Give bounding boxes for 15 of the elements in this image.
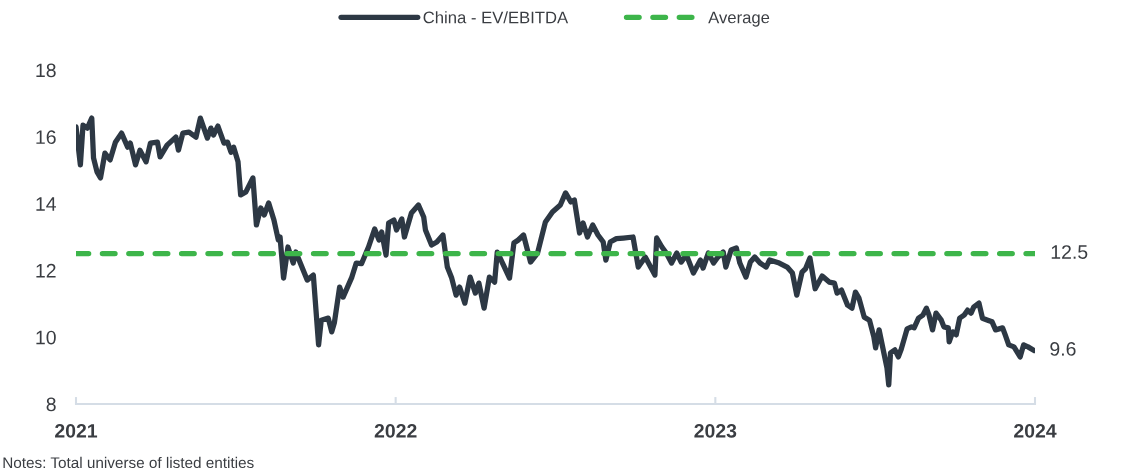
y-tick-label: 18 bbox=[36, 63, 56, 78]
annotation: 9.6 bbox=[1050, 342, 1076, 356]
y-tick-label: 10 bbox=[36, 330, 56, 345]
legend-label: China - EV/EBITDA bbox=[423, 11, 569, 24]
y-tick-label: 16 bbox=[36, 130, 56, 145]
y-tick-label: 8 bbox=[46, 397, 56, 412]
text: Notes: Total universe of listed entities bbox=[3, 456, 254, 469]
x-tick-label: 2022 bbox=[374, 423, 417, 438]
x-tick-label: 2023 bbox=[694, 423, 737, 438]
legend-label: Average bbox=[708, 11, 770, 27]
y-tick-label: 14 bbox=[36, 197, 56, 211]
y-tick-label: 12 bbox=[36, 263, 56, 278]
x-tick-label: 2021 bbox=[55, 423, 98, 438]
x-tick-label: 2024 bbox=[1014, 423, 1057, 438]
annotation: 12.5 bbox=[1051, 245, 1088, 259]
